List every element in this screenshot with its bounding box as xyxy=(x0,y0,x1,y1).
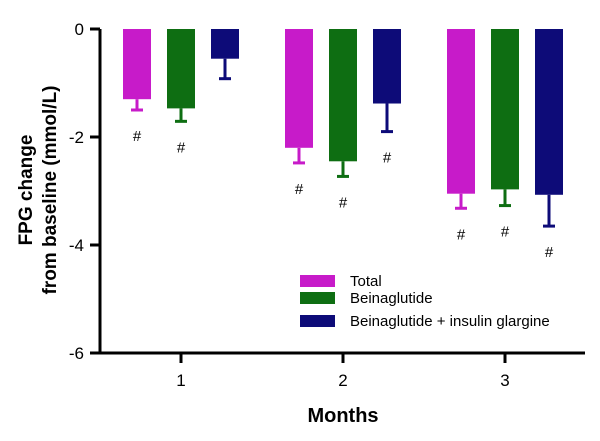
y-tick-label: -2 xyxy=(69,128,84,147)
legend-swatch xyxy=(300,315,335,327)
significance-marker: # xyxy=(501,224,510,241)
legend-label: Total xyxy=(350,273,382,290)
y-axis-title-line-2: from baseline (mmol/L) xyxy=(40,85,61,294)
significance-marker: # xyxy=(457,226,466,243)
legend-label: Beinaglutide xyxy=(350,290,433,307)
significance-marker: # xyxy=(295,181,304,198)
significance-marker: # xyxy=(177,139,186,156)
bar-total-month-3 xyxy=(447,29,475,194)
y-tick-label: -4 xyxy=(69,236,84,255)
bar-beinaglutide-insulin-glargine-month-3 xyxy=(535,29,563,195)
significance-marker: # xyxy=(383,150,392,167)
bar-beinaglutide-month-3 xyxy=(491,29,519,190)
y-axis-title-line-1: FPG change xyxy=(16,135,37,246)
significance-marker: # xyxy=(339,194,348,211)
bar-total-month-1 xyxy=(123,29,151,100)
bar-beinaglutide-insulin-glargine-month-2 xyxy=(373,29,401,104)
bar-beinaglutide-month-2 xyxy=(329,29,357,162)
legend-swatch xyxy=(300,292,335,304)
x-tick-label: 1 xyxy=(176,371,185,390)
y-tick-label: -6 xyxy=(69,344,84,363)
significance-marker: # xyxy=(545,244,554,261)
x-tick-label: 2 xyxy=(338,371,347,390)
x-tick-label: 3 xyxy=(500,371,509,390)
legend-label: Beinaglutide + insulin glargine xyxy=(350,313,550,330)
legend-swatch xyxy=(300,275,335,287)
bar-total-month-2 xyxy=(285,29,313,148)
y-tick-label: 0 xyxy=(75,20,84,39)
bar-beinaglutide-month-1 xyxy=(167,29,195,109)
bar-beinaglutide-insulin-glargine-month-1 xyxy=(211,29,239,59)
x-axis-title: Months xyxy=(307,405,378,427)
significance-marker: # xyxy=(133,128,142,145)
